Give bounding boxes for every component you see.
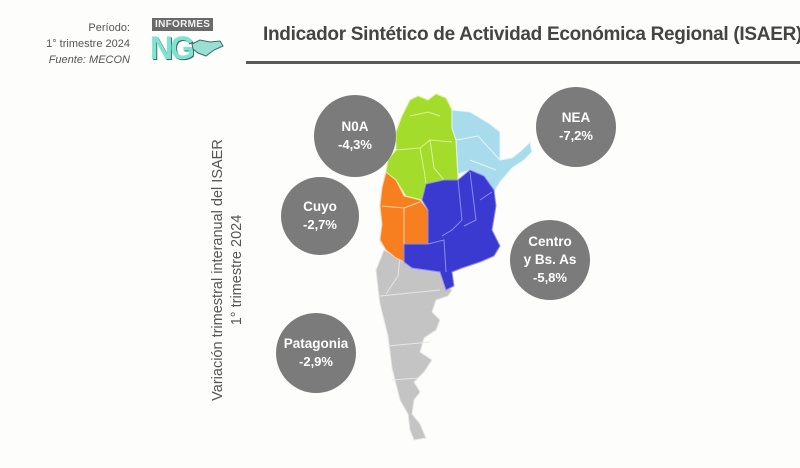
region-value: -7,2% bbox=[559, 128, 593, 143]
region-name: Cuyo bbox=[303, 199, 337, 214]
region-name: N0A bbox=[341, 119, 369, 134]
region-patagonia bbox=[375, 249, 453, 441]
region-name-line1: Centro bbox=[528, 234, 572, 249]
period-value: 1° trimestre 2024 bbox=[46, 38, 130, 50]
argentina-silhouette-icon bbox=[191, 39, 224, 57]
region-bubble-centro-bsas: Centro y Bs. As -5,8% bbox=[510, 220, 590, 300]
informes-ng-logo: INFORMES NG bbox=[146, 18, 226, 68]
period-label: Período: bbox=[88, 22, 130, 34]
region-bubble-cuyo: Cuyo -2,7% bbox=[281, 177, 359, 255]
logo-mark: NG bbox=[150, 30, 195, 66]
period-source-block: Período: 1° trimestre 2024 Fuente: MECON bbox=[20, 20, 130, 68]
region-bubble-noa: N0A -4,3% bbox=[314, 95, 396, 177]
region-name: Patagonia bbox=[283, 336, 349, 351]
source-label: Fuente: MECON bbox=[48, 54, 130, 66]
region-value: -2,9% bbox=[299, 354, 333, 369]
region-bubble-nea: NEA -7,2% bbox=[536, 87, 616, 167]
page-title: Indicador Sintético de Actividad Económi… bbox=[263, 24, 800, 45]
region-name-line2: y Bs. As bbox=[523, 252, 577, 267]
region-value: -4,3% bbox=[338, 137, 372, 152]
region-bubble-patagonia: Patagonia -2,9% bbox=[276, 313, 356, 393]
logo-top-label: INFORMES bbox=[152, 18, 214, 31]
region-name: NEA bbox=[561, 110, 591, 125]
region-value: -5,8% bbox=[533, 270, 567, 285]
region-value: -2,7% bbox=[303, 217, 337, 232]
title-underline bbox=[246, 61, 800, 64]
